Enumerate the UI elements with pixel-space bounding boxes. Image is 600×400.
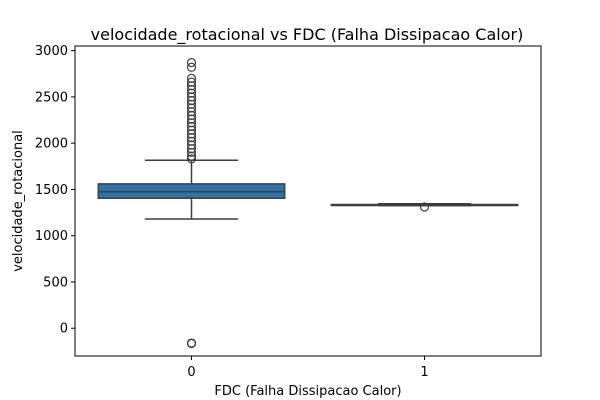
outlier-cat-1-0	[419, 202, 430, 212]
y-tick-label-2000: 2000	[35, 137, 68, 152]
x-axis-label: FDC (Falha Dissipacao Calor)	[214, 384, 401, 399]
outlier-cat-0-26	[186, 338, 197, 349]
plot-frame	[74, 45, 542, 357]
x-tick-label-1: 1	[420, 365, 428, 380]
y-tick-label-2500: 2500	[35, 90, 68, 105]
outlier-cat-0-22	[186, 73, 197, 83]
y-tick-label-0: 0	[60, 322, 68, 337]
outlier-cat-0-0	[186, 154, 197, 164]
outlier-cat-0-21	[186, 77, 197, 87]
outlier-cat-0-24	[186, 58, 197, 68]
y-tick-label-500: 500	[43, 275, 68, 290]
y-tick-label-1500: 1500	[35, 183, 68, 198]
y-tick-label-1000: 1000	[35, 229, 68, 244]
x-tick-label-0: 0	[187, 365, 195, 380]
plot-area: 0 500 1000 1500 2000 2500 3000 0 1	[35, 44, 519, 380]
outlier-cat-0-23	[186, 62, 197, 72]
chart-title: velocidade_rotacional vs FDC (Falha Diss…	[91, 25, 524, 45]
y-tick-label-3000: 3000	[35, 44, 68, 59]
y-axis-label: velocidade_rotacional	[11, 130, 26, 272]
